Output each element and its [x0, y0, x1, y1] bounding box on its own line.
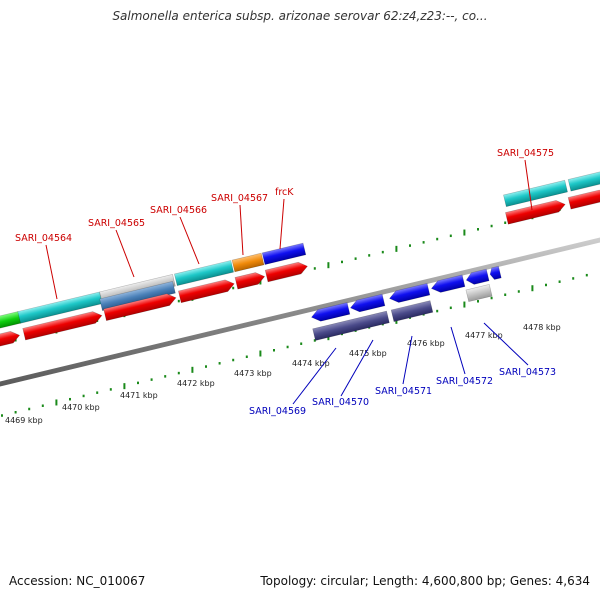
leader-line — [524, 159, 533, 211]
gene-shape — [465, 284, 493, 303]
kbp-label: 4469 kbp — [5, 416, 43, 425]
leader-line — [402, 335, 413, 385]
backbone-line — [0, 237, 600, 387]
gene-shape — [22, 311, 103, 341]
gene-label-forward: SARI_04564 — [15, 233, 72, 244]
gene-shape — [389, 282, 431, 303]
gene-label-reverse: SARI_04572 — [436, 376, 493, 387]
gene-shape — [264, 261, 308, 283]
gene-label-forward: frcK — [275, 187, 294, 198]
leader-line — [483, 322, 529, 366]
leader-line — [115, 229, 135, 278]
gene-shape — [465, 268, 490, 285]
gene-label-reverse: SARI_04569 — [249, 406, 306, 417]
gene-feature — [430, 274, 466, 293]
gene-labels: SARI_04564 SARI_04565 SARI_04566 SARI_04567… — [15, 148, 556, 417]
leader-line — [292, 347, 337, 405]
gene-shape — [261, 242, 307, 265]
gene-shape — [567, 189, 600, 210]
gene-feature — [99, 281, 176, 311]
gene-shape — [503, 179, 568, 208]
gene-feature — [465, 284, 493, 303]
gene-feature — [503, 179, 568, 208]
kbp-label: 4475 kbp — [349, 349, 387, 358]
kbp-label: 4471 kbp — [120, 391, 158, 400]
gene-feature — [505, 200, 566, 225]
gene-feature — [174, 260, 234, 287]
gene-shape — [567, 169, 600, 192]
gene-feature — [312, 310, 390, 341]
gene-feature — [567, 169, 600, 192]
gene-feature — [465, 268, 490, 285]
gene-shape — [0, 311, 22, 331]
accession-text: Accession: NC_010067 — [9, 574, 146, 588]
gene-shape — [103, 293, 177, 321]
gene-feature — [0, 311, 22, 331]
gene-label-forward: SARI_04566 — [150, 205, 207, 216]
gene-feature — [311, 302, 351, 322]
gene-feature — [234, 272, 266, 290]
gene-label-reverse: SARI_04571 — [375, 386, 432, 397]
gene-feature — [178, 279, 235, 304]
gene-label-forward: SARI_04575 — [497, 148, 554, 159]
gene-feature — [349, 293, 386, 313]
gene-feature — [567, 189, 600, 210]
feature-tracks — [0, 169, 600, 349]
gene-label-forward: SARI_04565 — [88, 218, 145, 229]
gene-shape — [430, 274, 466, 293]
kbp-label: 4474 kbp — [292, 359, 330, 368]
kbp-label: 4470 kbp — [62, 403, 100, 412]
map-title: Salmonella enterica subsp. arizonae sero… — [112, 9, 488, 23]
gene-label-reverse: SARI_04570 — [312, 397, 369, 408]
kbp-label: 4473 kbp — [234, 369, 272, 378]
gene-feature — [22, 311, 103, 341]
kbp-label: 4472 kbp — [177, 379, 215, 388]
gene-feature — [103, 293, 177, 321]
gene-shape — [99, 281, 176, 311]
gene-shape — [312, 310, 390, 341]
leader-line — [239, 204, 244, 256]
gene-shape — [178, 279, 235, 304]
leader-line — [179, 216, 200, 265]
gene-feature — [231, 252, 265, 273]
leader-line — [340, 339, 374, 397]
gene-label-reverse: SARI_04573 — [499, 367, 556, 378]
gene-shape — [231, 252, 265, 273]
gene-shape — [505, 200, 566, 225]
leader-line — [45, 244, 58, 300]
gene-shape — [234, 272, 266, 290]
gene-feature — [261, 242, 307, 265]
kbp-label: 4476 kbp — [407, 339, 445, 348]
gene-feature — [390, 300, 434, 322]
gene-shape — [489, 265, 502, 280]
gene-feature — [264, 261, 308, 283]
gene-shape — [0, 331, 21, 349]
gene-feature — [389, 282, 431, 303]
kbp-label: 4478 kbp — [523, 323, 561, 332]
gene-feature — [489, 265, 502, 280]
kbp-label: 4477 kbp — [465, 331, 503, 340]
gene-shape — [349, 293, 386, 313]
gene-shape — [390, 300, 434, 322]
gene-feature — [0, 331, 21, 349]
gene-label-forward: SARI_04567 — [211, 193, 268, 204]
kbp-scale-labels: 4469 kbp 4470 kbp 4471 kbp 4472 kbp 4473 kbp… — [5, 323, 561, 425]
genome-backbone — [0, 237, 600, 387]
gene-shape — [174, 260, 234, 287]
topology-text: Topology: circular; Length: 4,600,800 bp… — [260, 574, 590, 588]
leader-line — [279, 198, 285, 250]
gene-shape — [311, 302, 351, 322]
leader-line — [450, 326, 466, 375]
